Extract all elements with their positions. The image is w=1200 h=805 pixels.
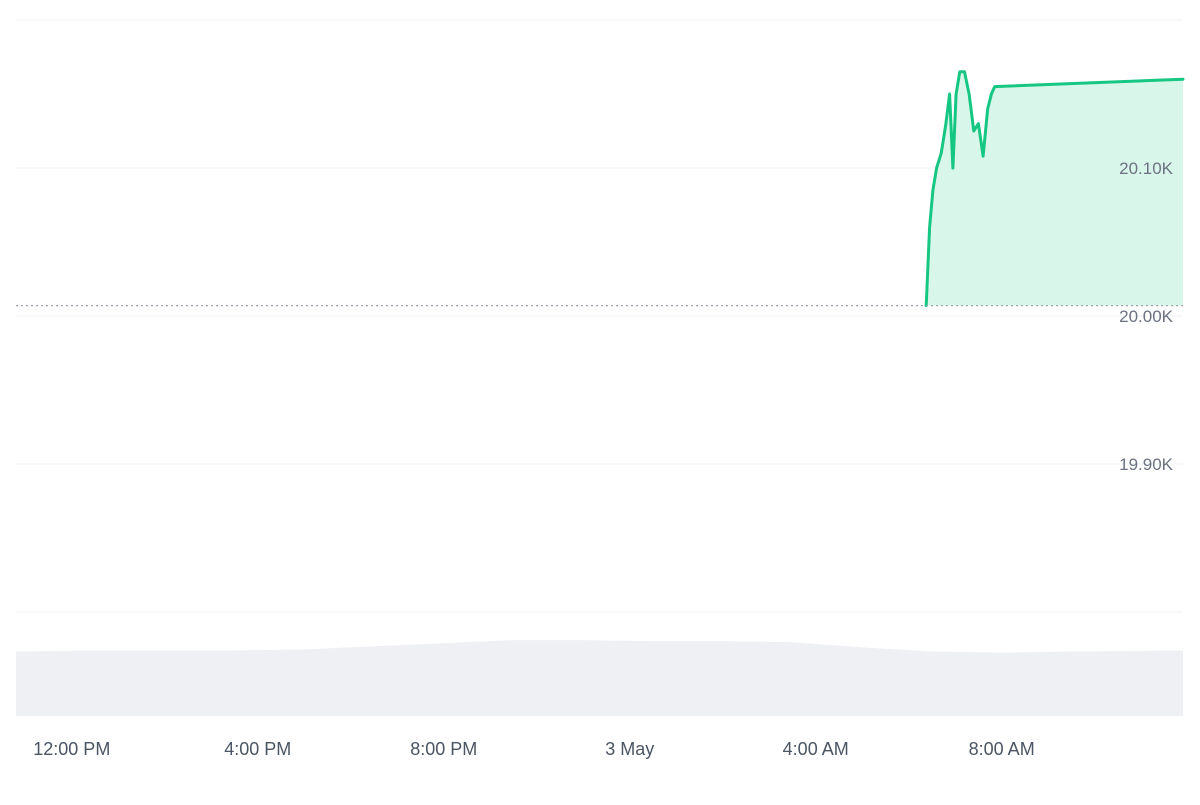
volume-layer (16, 640, 1183, 716)
x-tick-label: 4:00 PM (224, 739, 291, 759)
area-layer (926, 71, 1183, 306)
x-tick-label: 3 May (605, 739, 654, 759)
y-tick-label: 20.10K (1119, 159, 1174, 178)
y-tick-label: 20.00K (1119, 307, 1174, 326)
x-axis: 12:00 PM 4:00 PM 8:00 PM 3 May 4:00 AM 8:00 A… (33, 739, 1034, 759)
x-tick-label: 8:00 PM (410, 739, 477, 759)
x-tick-label: 4:00 AM (783, 739, 849, 759)
area-above-baseline (926, 71, 1183, 306)
x-tick-label: 8:00 AM (969, 739, 1035, 759)
volume-area (16, 640, 1183, 716)
y-tick-label: 19.90K (1119, 455, 1174, 474)
line-layer (16, 70, 1185, 308)
x-tick-label: 12:00 PM (33, 739, 110, 759)
price-line-up (924, 70, 1185, 308)
y-axis: 20.10K 20.00K 19.90K (1119, 159, 1174, 474)
